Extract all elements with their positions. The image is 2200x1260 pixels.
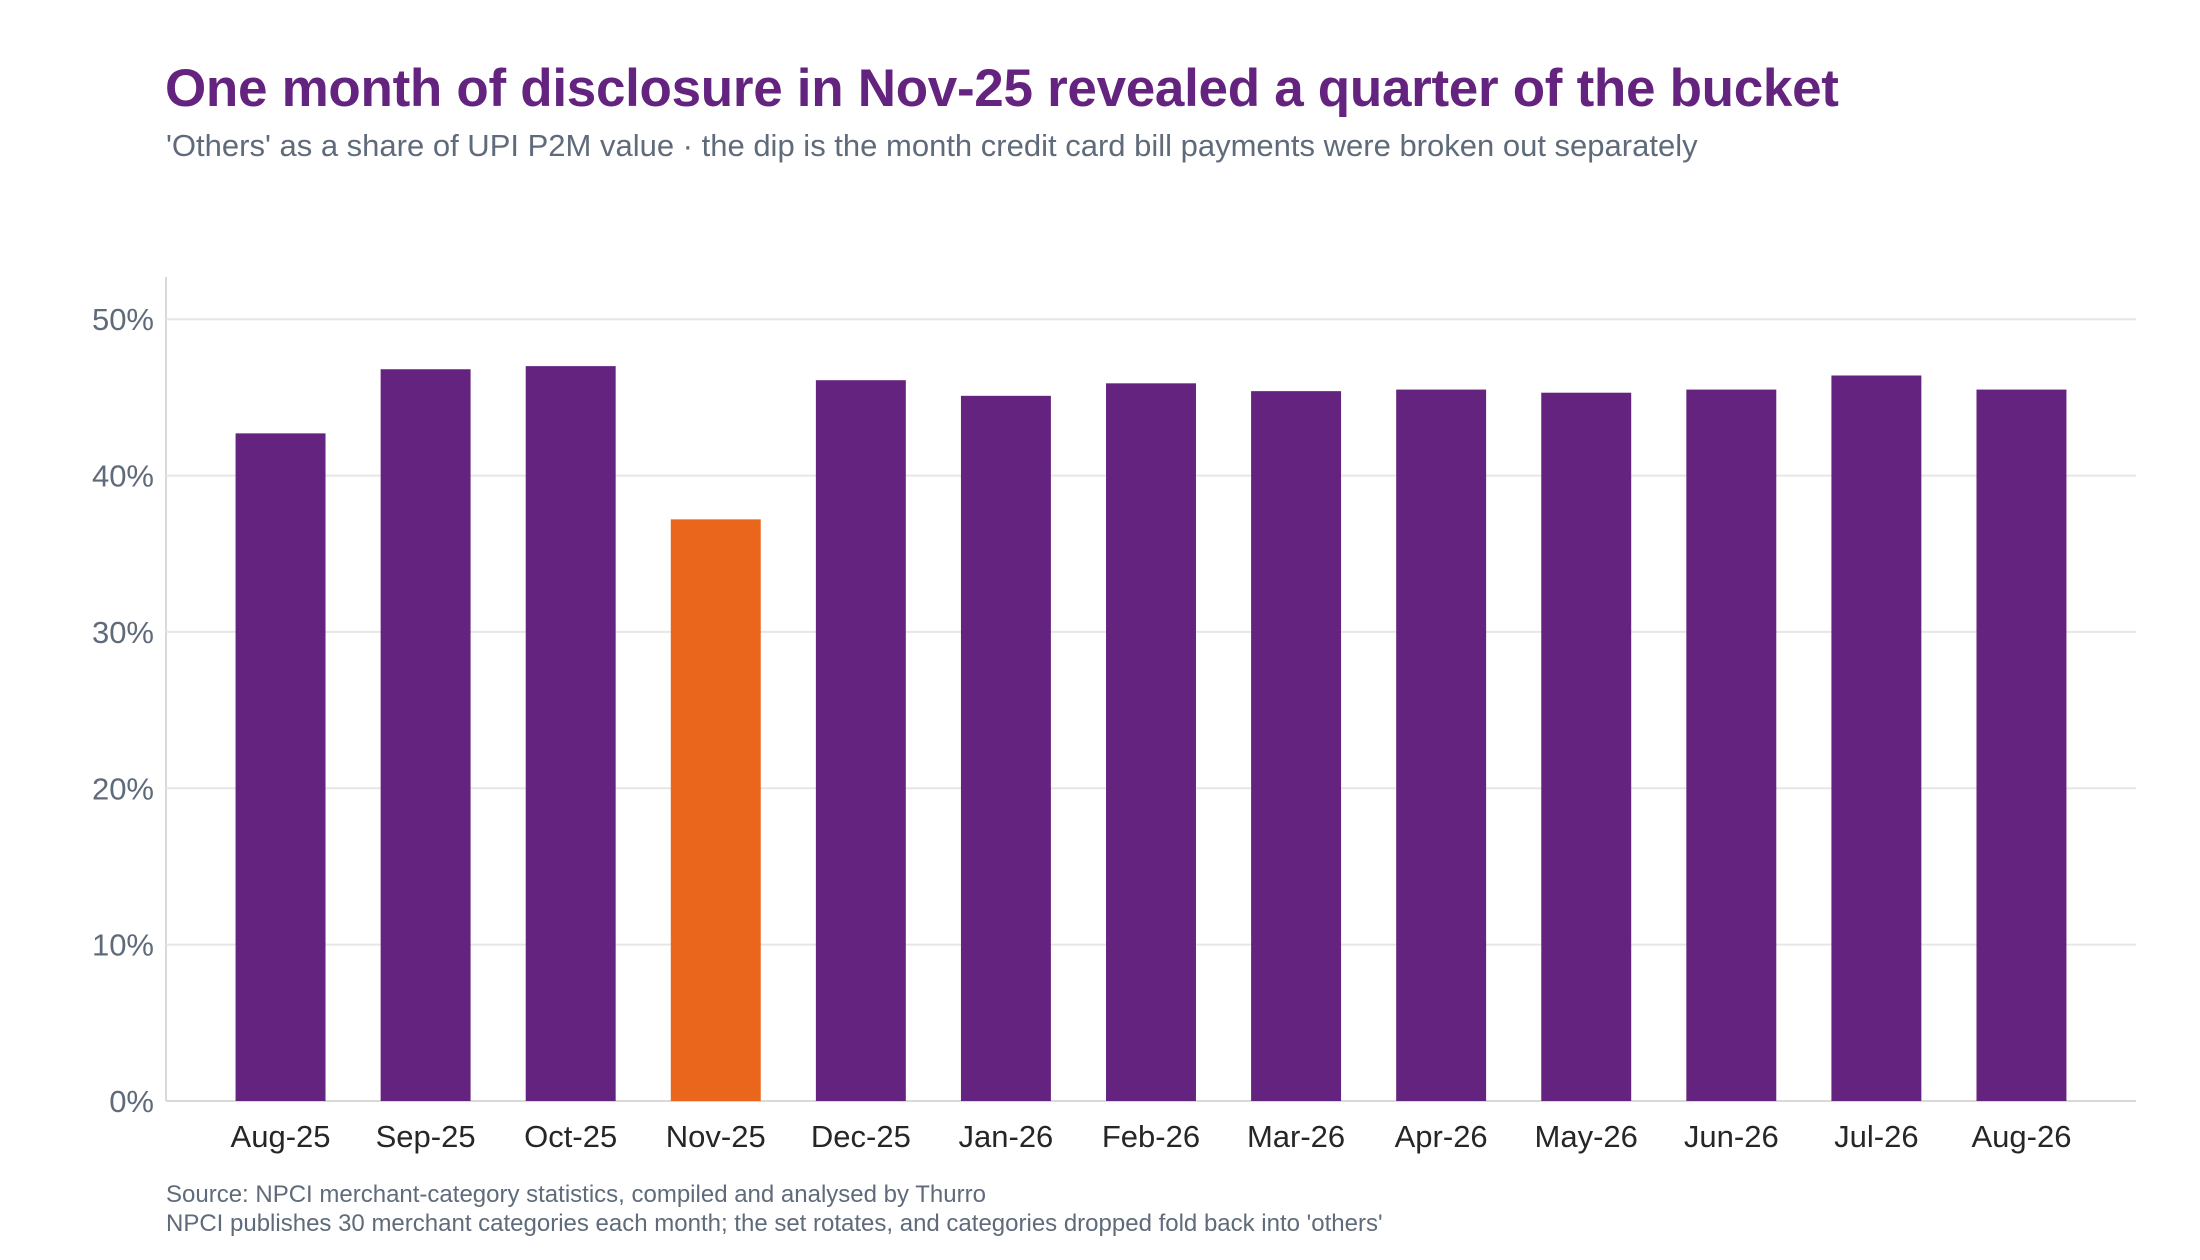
y-tick-label: 50%: [92, 302, 154, 337]
x-tick-label: Sep-25: [376, 1119, 476, 1154]
x-tick-label: May-26: [1535, 1119, 1638, 1154]
y-tick-label: 0%: [109, 1084, 154, 1119]
x-tick-label: Dec-25: [811, 1119, 911, 1154]
bar-may-26: [1541, 392, 1632, 1101]
x-tick-label: Oct-25: [524, 1119, 617, 1154]
bar-apr-26: [1396, 389, 1487, 1101]
x-tick-label: Feb-26: [1102, 1119, 1200, 1154]
bar-jan-26: [960, 395, 1051, 1101]
bar-jun-26: [1686, 389, 1777, 1101]
y-tick-label: 10%: [92, 928, 154, 963]
x-axis: Aug-25 Sep-25 Oct-25 Nov-25 Dec-25 Jan-26 Feb-…: [231, 1119, 2072, 1154]
bar-sep-25: [380, 369, 471, 1101]
bars: [235, 366, 2067, 1102]
x-tick-label: Nov-25: [666, 1119, 766, 1154]
bar-oct-25: [525, 366, 616, 1101]
y-tick-label: 30%: [92, 615, 154, 650]
source-note: Source: NPCI merchant-category statistic…: [166, 1181, 986, 1208]
bar-mar-26: [1251, 391, 1342, 1102]
y-tick-label: 40%: [92, 459, 154, 494]
bar-dec-25: [815, 380, 906, 1101]
bar-aug-25: [235, 433, 326, 1101]
chart-subtitle: 'Others' as a share of UPI P2M value · t…: [166, 128, 1698, 163]
x-tick-label: Jul-26: [1834, 1119, 1918, 1154]
chart-title: One month of disclosure in Nov-25 reveal…: [165, 59, 1839, 118]
methodology-note: NPCI publishes 30 merchant categories ea…: [166, 1210, 1383, 1237]
y-axis: 0% 10% 20% 30% 40% 50%: [92, 302, 154, 1119]
x-tick-label: Jun-26: [1684, 1119, 1779, 1154]
bar-nov-25: [670, 519, 761, 1101]
x-tick-label: Apr-26: [1395, 1119, 1488, 1154]
x-tick-label: Mar-26: [1247, 1119, 1345, 1154]
x-tick-label: Aug-26: [1971, 1119, 2071, 1154]
x-tick-label: Jan-26: [959, 1119, 1054, 1154]
y-tick-label: 20%: [92, 771, 154, 806]
bar-feb-26: [1106, 383, 1196, 1101]
bar-aug-26: [1976, 389, 2067, 1101]
bar-jul-26: [1831, 375, 1922, 1101]
x-tick-label: Aug-25: [231, 1119, 331, 1154]
